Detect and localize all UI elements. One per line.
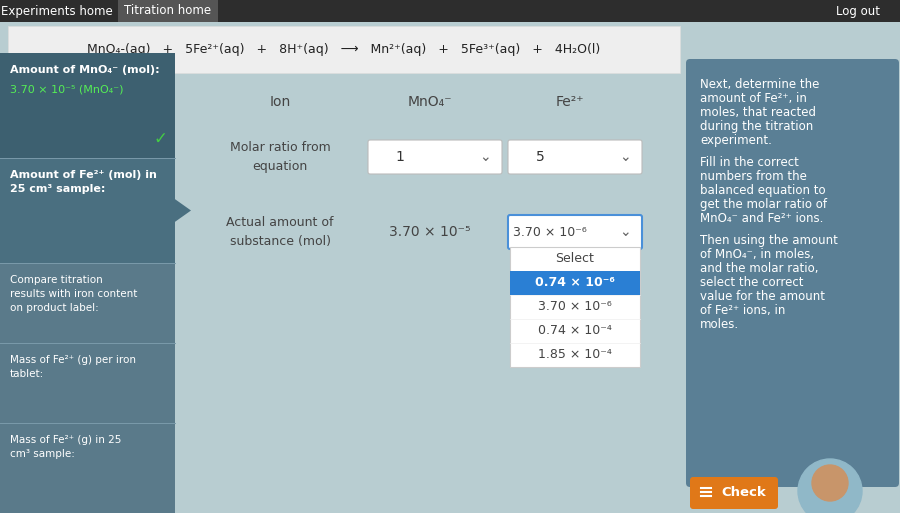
Text: ⌄: ⌄ [619, 225, 631, 239]
FancyBboxPatch shape [686, 59, 899, 487]
FancyBboxPatch shape [0, 158, 175, 263]
Text: 3.70 × 10⁻⁵ (MnO₄⁻): 3.70 × 10⁻⁵ (MnO₄⁻) [10, 85, 123, 95]
Text: Amount of MnO₄⁻ (mol):: Amount of MnO₄⁻ (mol): [10, 65, 159, 75]
Text: moles, that reacted: moles, that reacted [700, 106, 816, 119]
FancyBboxPatch shape [510, 247, 640, 367]
FancyBboxPatch shape [118, 0, 218, 22]
Text: get the molar ratio of: get the molar ratio of [700, 198, 827, 211]
Text: Actual amount of
substance (mol): Actual amount of substance (mol) [226, 216, 334, 248]
Text: MnO₄-(aq)   +   5Fe²⁺(aq)   +   8H⁺(aq)   ⟶   Mn²⁺(aq)   +   5Fe³⁺(aq)   +   4H₂: MnO₄-(aq) + 5Fe²⁺(aq) + 8H⁺(aq) ⟶ Mn²⁺(a… [87, 43, 600, 56]
Text: and the molar ratio,: and the molar ratio, [700, 262, 818, 275]
Text: 3.70 × 10⁻⁶: 3.70 × 10⁻⁶ [513, 226, 587, 239]
Text: Titration home: Titration home [124, 5, 212, 17]
FancyBboxPatch shape [0, 53, 175, 158]
FancyBboxPatch shape [508, 215, 642, 249]
Text: Molar ratio from
equation: Molar ratio from equation [230, 141, 330, 173]
Text: 0.74 × 10⁻⁶: 0.74 × 10⁻⁶ [536, 277, 615, 289]
Text: Next, determine the: Next, determine the [700, 78, 819, 91]
FancyBboxPatch shape [0, 73, 175, 513]
FancyBboxPatch shape [508, 140, 642, 174]
Text: Ion: Ion [269, 95, 291, 109]
Text: 1.85 × 10⁻⁴: 1.85 × 10⁻⁴ [538, 348, 612, 362]
Text: Mass of Fe²⁺ (g) in 25
cm³ sample:: Mass of Fe²⁺ (g) in 25 cm³ sample: [10, 435, 122, 459]
FancyBboxPatch shape [368, 140, 502, 174]
Polygon shape [167, 193, 191, 227]
Text: Fe²⁺: Fe²⁺ [556, 95, 584, 109]
Text: Fill in the correct: Fill in the correct [700, 156, 799, 169]
Text: ⌄: ⌄ [479, 150, 490, 164]
Text: ✓: ✓ [153, 130, 166, 148]
Text: ⌄: ⌄ [619, 150, 631, 164]
Text: of Fe²⁺ ions, in: of Fe²⁺ ions, in [700, 304, 786, 317]
Text: 5: 5 [536, 150, 544, 164]
Text: numbers from the: numbers from the [700, 170, 807, 183]
FancyBboxPatch shape [8, 26, 680, 73]
Text: of MnO₄⁻, in moles,: of MnO₄⁻, in moles, [700, 248, 814, 261]
FancyBboxPatch shape [690, 477, 778, 509]
Circle shape [798, 459, 862, 513]
FancyBboxPatch shape [0, 0, 900, 22]
Text: 1: 1 [396, 150, 404, 164]
Text: 3.70 × 10⁻⁶: 3.70 × 10⁻⁶ [538, 301, 612, 313]
Text: moles.: moles. [700, 318, 739, 331]
Text: Log out: Log out [836, 5, 880, 17]
Text: MnO₄⁻ and Fe²⁺ ions.: MnO₄⁻ and Fe²⁺ ions. [700, 212, 824, 225]
Text: amount of Fe²⁺, in: amount of Fe²⁺, in [700, 92, 807, 105]
Text: Mass of Fe²⁺ (g) per iron
tablet:: Mass of Fe²⁺ (g) per iron tablet: [10, 355, 136, 379]
Text: 0.74 × 10⁻⁴: 0.74 × 10⁻⁴ [538, 325, 612, 338]
Text: experiment.: experiment. [700, 134, 772, 147]
Text: Compare titration
results with iron content
on product label:: Compare titration results with iron cont… [10, 275, 138, 313]
Text: Amount of Fe²⁺ (mol) in
25 cm³ sample:: Amount of Fe²⁺ (mol) in 25 cm³ sample: [10, 170, 157, 194]
Text: during the titration: during the titration [700, 120, 814, 133]
Text: Then using the amount: Then using the amount [700, 234, 838, 247]
Text: Check: Check [721, 486, 766, 500]
Text: Experiments home: Experiments home [1, 5, 112, 17]
Circle shape [812, 465, 848, 501]
Text: 3.70 × 10⁻⁵: 3.70 × 10⁻⁵ [389, 225, 471, 239]
FancyBboxPatch shape [510, 271, 640, 295]
Polygon shape [708, 483, 745, 501]
Text: select the correct: select the correct [700, 276, 804, 289]
Text: value for the amount: value for the amount [700, 290, 825, 303]
Text: balanced equation to: balanced equation to [700, 184, 825, 197]
Text: MnO₄⁻: MnO₄⁻ [408, 95, 453, 109]
Text: Select: Select [555, 252, 594, 266]
